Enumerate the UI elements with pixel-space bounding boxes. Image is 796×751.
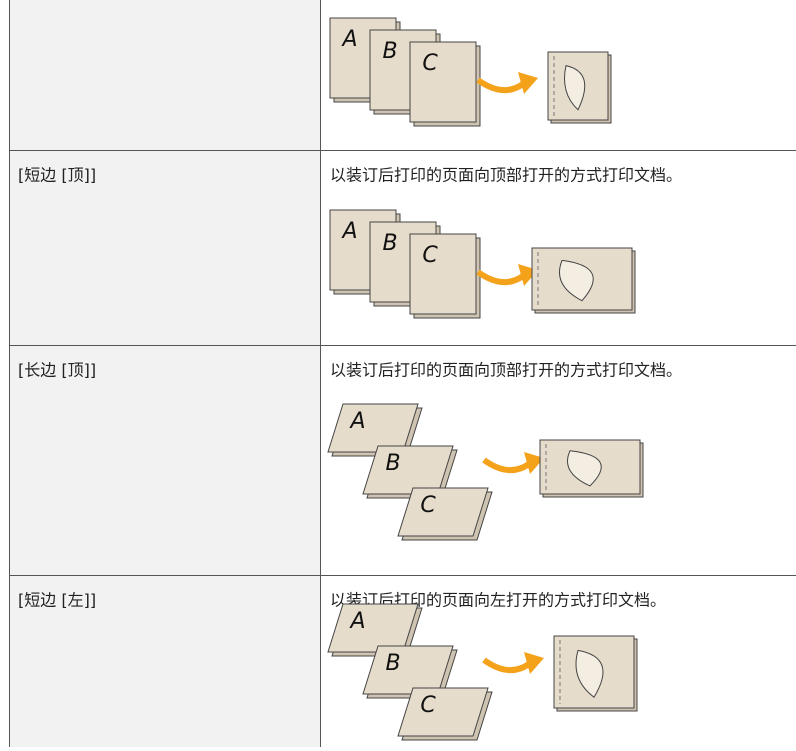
page-letter: B <box>382 231 397 256</box>
page-curl <box>559 259 594 302</box>
page-letter: B <box>385 451 400 476</box>
left-column-bg <box>9 0 320 747</box>
page <box>409 41 477 123</box>
page <box>327 603 419 653</box>
setting-label: [短边 [顶]] <box>18 166 96 185</box>
setting-description: 以装订后打印的页面向顶部打开的方式打印文档。 <box>330 166 682 185</box>
arrow <box>476 77 525 93</box>
illustration: ABC <box>327 603 493 741</box>
setting-label: [短边 [左]] <box>18 591 96 610</box>
illustration: ABC <box>327 403 493 541</box>
page <box>397 687 489 737</box>
page-letter: C <box>420 493 436 518</box>
page-letter: A <box>348 409 365 434</box>
page-curl <box>575 649 604 698</box>
arrow <box>482 657 531 673</box>
setting-description: 以装订后打印的页面向顶部打开的方式打印文档。 <box>330 361 682 380</box>
page-letter: C <box>420 693 436 718</box>
page <box>327 403 419 453</box>
page <box>362 645 454 695</box>
page-letter: C <box>422 243 438 268</box>
page-curl <box>567 450 602 487</box>
page-letter: C <box>422 51 438 76</box>
page-letter: A <box>348 609 365 634</box>
arrow-head <box>524 452 544 474</box>
arrow-head <box>518 72 538 94</box>
arrow <box>476 269 525 285</box>
page <box>409 233 477 315</box>
page <box>397 487 489 537</box>
page <box>362 445 454 495</box>
page-curl <box>564 65 586 111</box>
page-letter: A <box>340 219 357 244</box>
arrow-head <box>524 652 544 674</box>
page-letter: B <box>385 651 400 676</box>
arrow <box>482 457 531 473</box>
page-letter: B <box>382 39 397 64</box>
page-letter: A <box>340 27 357 52</box>
setting-label: [长边 [顶]] <box>18 361 96 380</box>
